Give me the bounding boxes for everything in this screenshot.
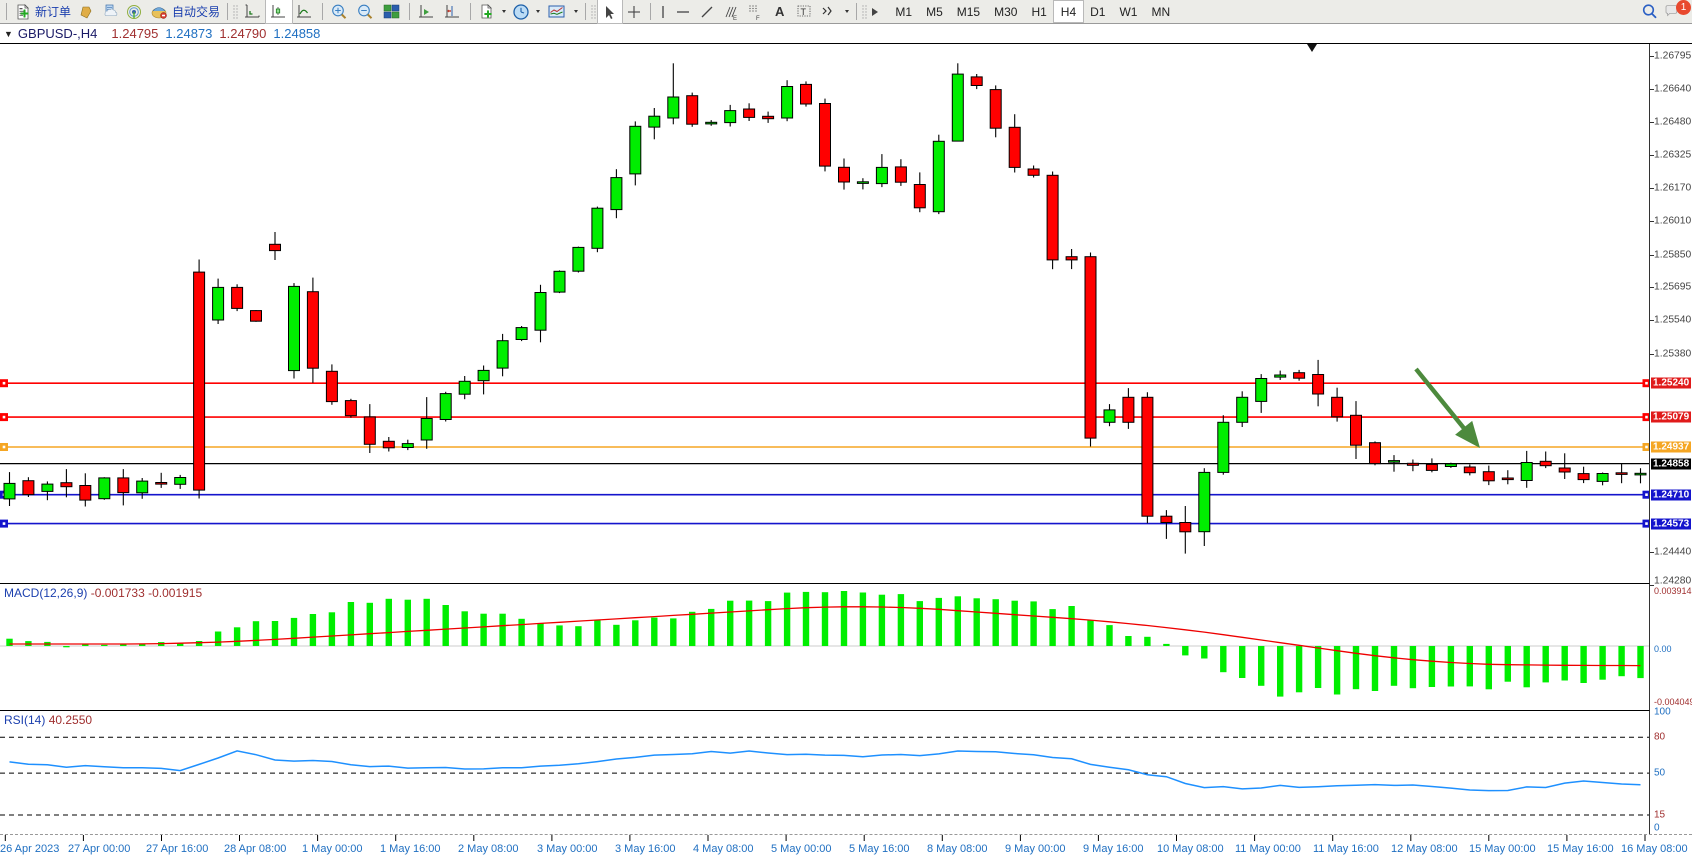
svg-text:T: T (801, 7, 807, 17)
svg-text:F: F (756, 16, 760, 21)
svg-text:E: E (733, 16, 737, 21)
